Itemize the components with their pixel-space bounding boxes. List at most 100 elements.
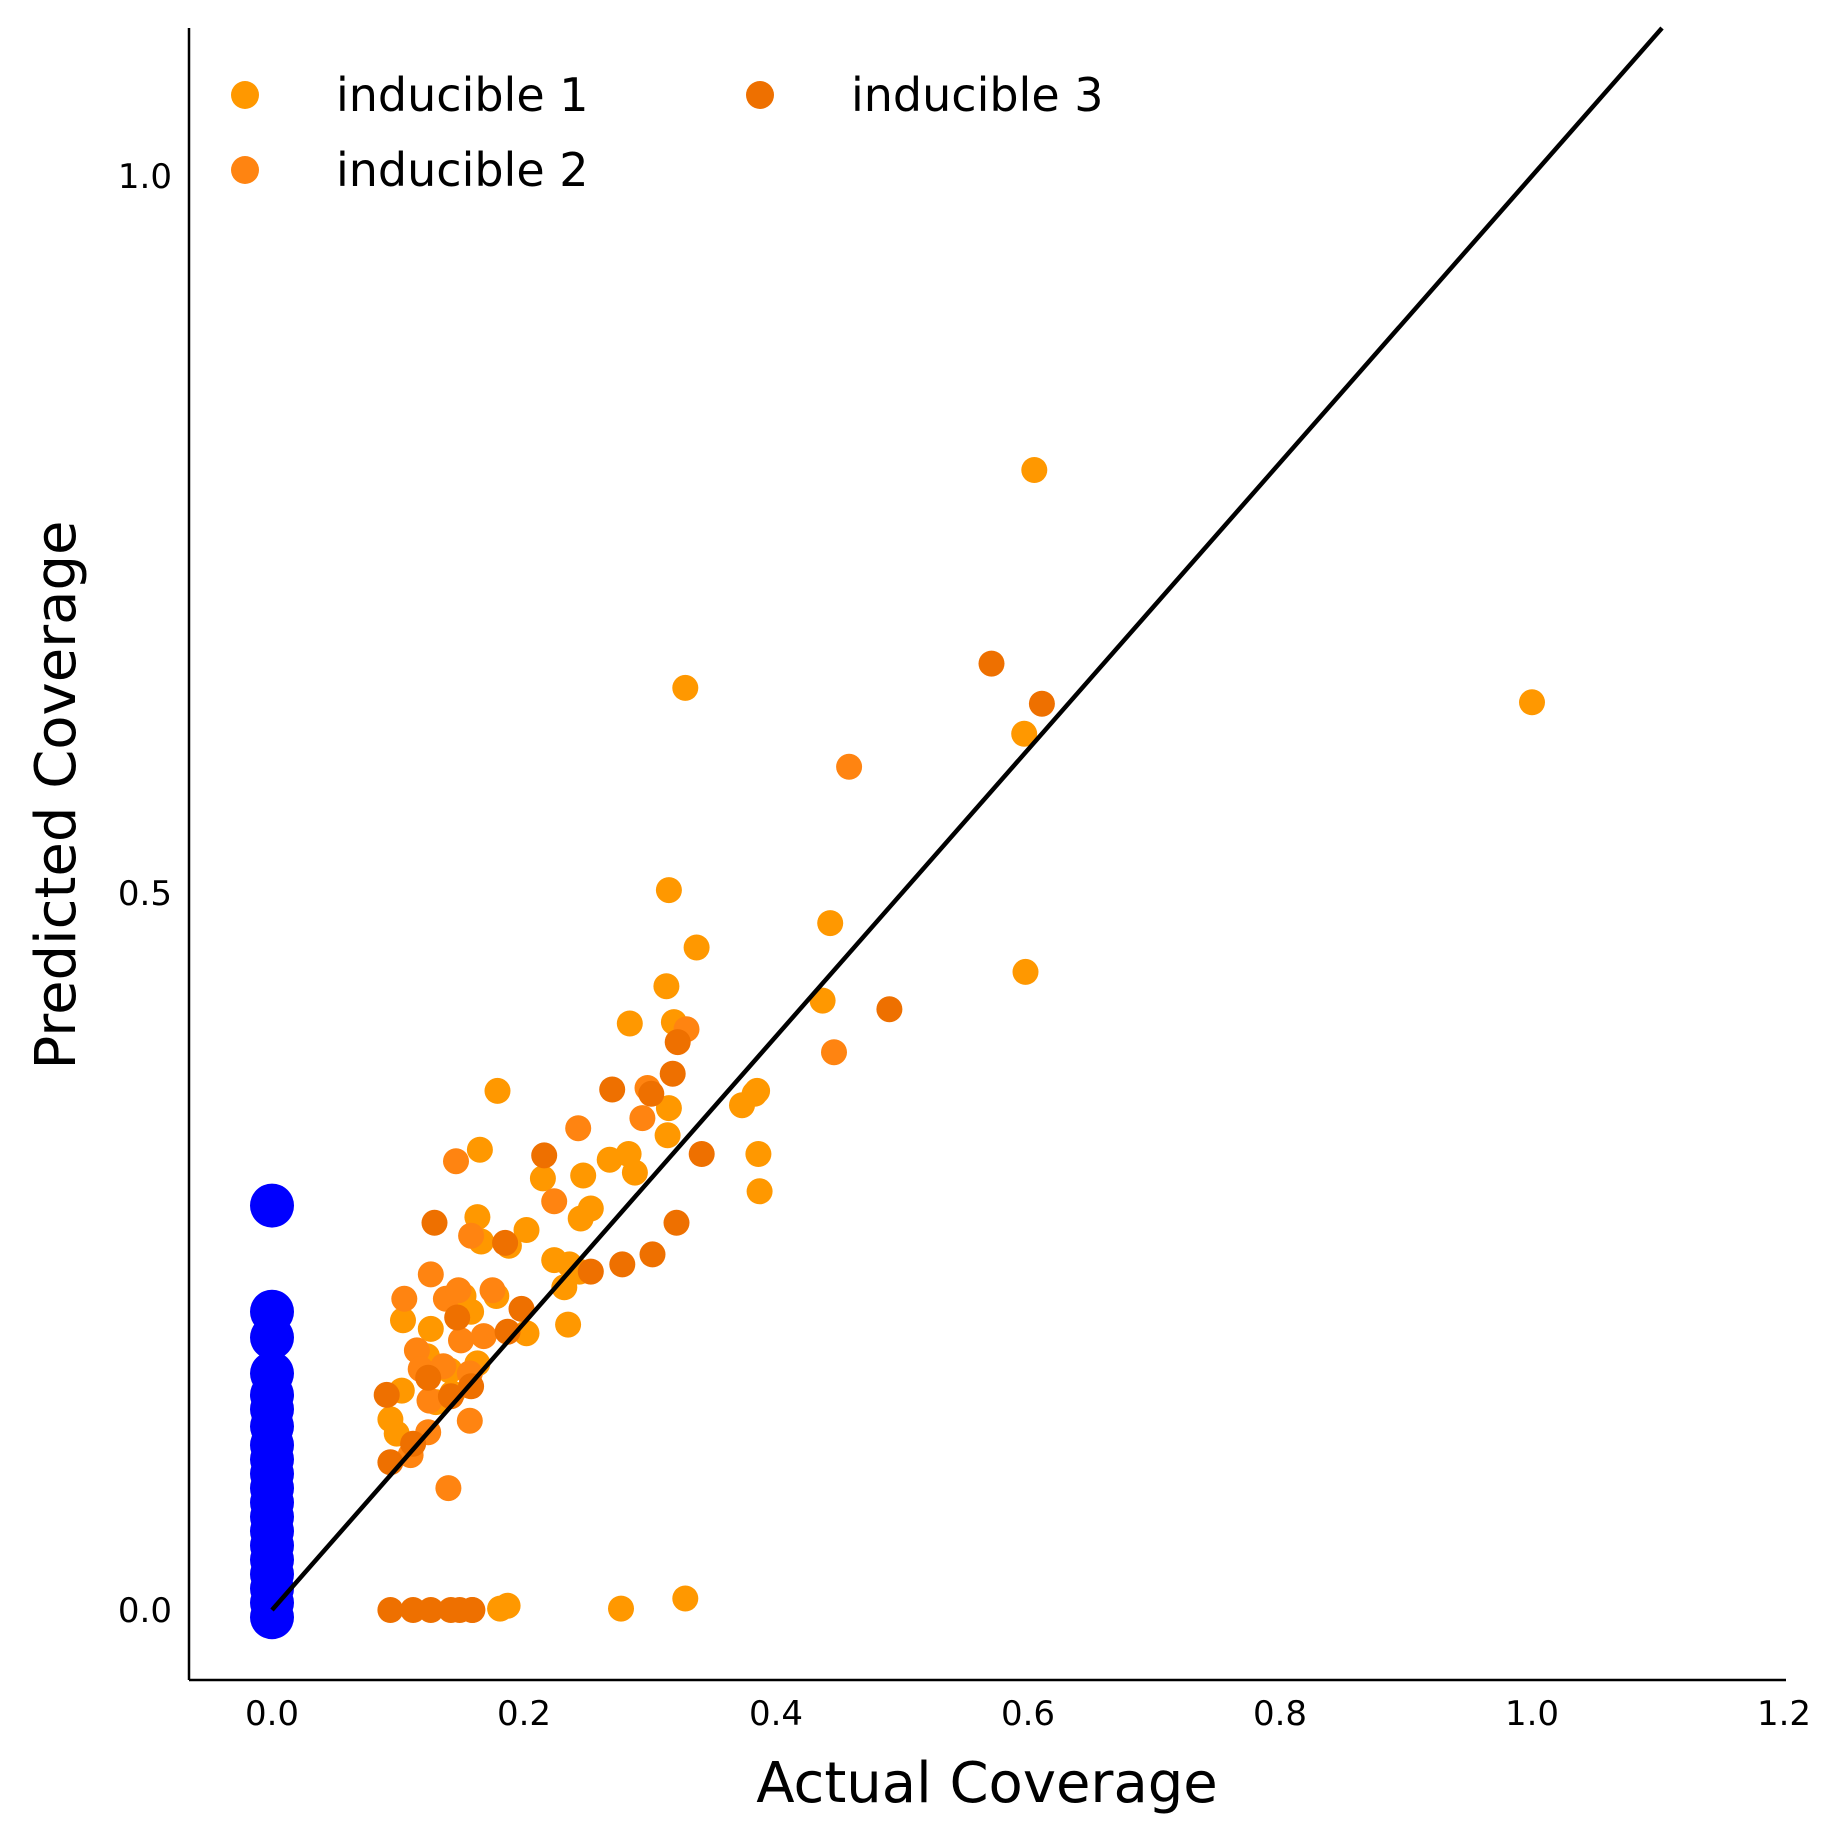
- data-point: [653, 973, 680, 1000]
- data-point: [609, 1251, 636, 1278]
- x-tick-label: 1.0: [1505, 1694, 1559, 1734]
- data-point: [688, 1141, 715, 1167]
- data-point: [821, 1039, 847, 1066]
- data-point: [655, 877, 682, 904]
- y-tick-label: 0.5: [118, 874, 172, 914]
- data-point: [443, 1148, 469, 1175]
- points-layer: [250, 457, 1545, 1640]
- x-tick-label: 0.6: [1001, 1694, 1055, 1734]
- data-point: [400, 1430, 427, 1457]
- data-point: [1519, 689, 1545, 716]
- x-axis-label: Actual Coverage: [756, 1751, 1218, 1816]
- data-point: [567, 1205, 594, 1232]
- data-point: [659, 1060, 686, 1087]
- data-point: [250, 1315, 294, 1360]
- data-point: [456, 1407, 483, 1434]
- ticks-layer: 0.0 0.2 0.4 0.6 0.8 1.0 1.2 0.0 0.5 1.0: [118, 157, 1811, 1734]
- data-point: [608, 1595, 634, 1622]
- data-point: [745, 1141, 772, 1167]
- data-point: [1012, 958, 1039, 985]
- data-point: [1028, 690, 1055, 717]
- data-point: [541, 1188, 568, 1215]
- x-tick-label: 1.2: [1757, 1694, 1811, 1734]
- y-tick-label: 1.0: [118, 157, 172, 197]
- series-inducible-1: [377, 457, 1545, 1622]
- data-point: [729, 1092, 755, 1119]
- legend-label: inducible 2: [336, 143, 589, 197]
- data-point: [448, 1327, 474, 1354]
- data-point: [513, 1217, 540, 1243]
- data-point: [250, 1595, 294, 1640]
- data-point: [470, 1323, 497, 1350]
- data-point: [746, 1178, 773, 1205]
- data-point: [836, 753, 863, 780]
- data-point: [416, 1387, 443, 1414]
- data-point: [672, 1585, 699, 1612]
- data-point: [421, 1209, 448, 1236]
- data-point: [391, 1285, 418, 1312]
- data-point: [565, 1115, 592, 1142]
- data-point: [484, 1077, 511, 1104]
- data-point: [876, 996, 903, 1023]
- series-baseline: [250, 1183, 294, 1640]
- data-point: [596, 1146, 623, 1173]
- data-point: [629, 1105, 656, 1132]
- data-point: [555, 1311, 582, 1338]
- data-point: [683, 934, 710, 961]
- data-point: [437, 1383, 464, 1410]
- legend-label: inducible 3: [851, 68, 1104, 122]
- data-point: [417, 1261, 444, 1288]
- y-tick-label: 0.0: [118, 1591, 172, 1631]
- data-point: [616, 1010, 643, 1037]
- data-point: [1011, 720, 1038, 747]
- data-point: [377, 1597, 404, 1623]
- data-point: [417, 1315, 444, 1342]
- data-point: [817, 910, 844, 937]
- data-point: [435, 1475, 462, 1502]
- reference-line: [270, 26, 1664, 1612]
- data-point: [531, 1142, 558, 1169]
- data-point: [639, 1241, 666, 1268]
- series-inducible-2: [391, 753, 863, 1502]
- legend-marker: [746, 81, 774, 109]
- data-point: [445, 1277, 472, 1304]
- data-point: [663, 1209, 690, 1236]
- series-inducible-3: [373, 650, 1055, 1623]
- data-point: [654, 1122, 681, 1149]
- data-point: [599, 1076, 626, 1103]
- data-point: [466, 1136, 493, 1163]
- data-point: [415, 1364, 442, 1391]
- x-tick-label: 0.2: [497, 1694, 551, 1734]
- x-tick-label: 0.0: [245, 1694, 299, 1734]
- data-point: [621, 1159, 648, 1186]
- x-tick-label: 0.4: [749, 1694, 803, 1734]
- data-point: [978, 650, 1005, 677]
- data-point: [494, 1592, 521, 1619]
- data-point: [494, 1318, 521, 1345]
- data-point: [417, 1597, 444, 1623]
- legend-label: inducible 1: [336, 68, 589, 122]
- data-point: [250, 1183, 294, 1228]
- data-point: [390, 1307, 416, 1334]
- data-point: [570, 1162, 597, 1189]
- data-point: [577, 1258, 604, 1285]
- data-point: [664, 1029, 691, 1056]
- data-point: [373, 1381, 400, 1408]
- data-point: [672, 674, 699, 701]
- data-point: [459, 1597, 486, 1623]
- data-point: [655, 1095, 682, 1122]
- y-axis-label: Predicted Coverage: [24, 521, 89, 1070]
- legend-marker: [231, 156, 259, 184]
- data-point: [638, 1080, 665, 1107]
- legend: inducible 1 inducible 2 inducible 3: [231, 68, 1104, 197]
- data-point: [444, 1304, 471, 1331]
- data-point: [1021, 457, 1048, 483]
- data-point: [492, 1229, 519, 1256]
- data-point: [458, 1222, 485, 1249]
- data-point: [551, 1274, 578, 1301]
- data-point: [479, 1277, 506, 1304]
- x-tick-label: 0.8: [1253, 1694, 1307, 1734]
- legend-marker: [231, 81, 259, 109]
- data-point: [529, 1165, 556, 1192]
